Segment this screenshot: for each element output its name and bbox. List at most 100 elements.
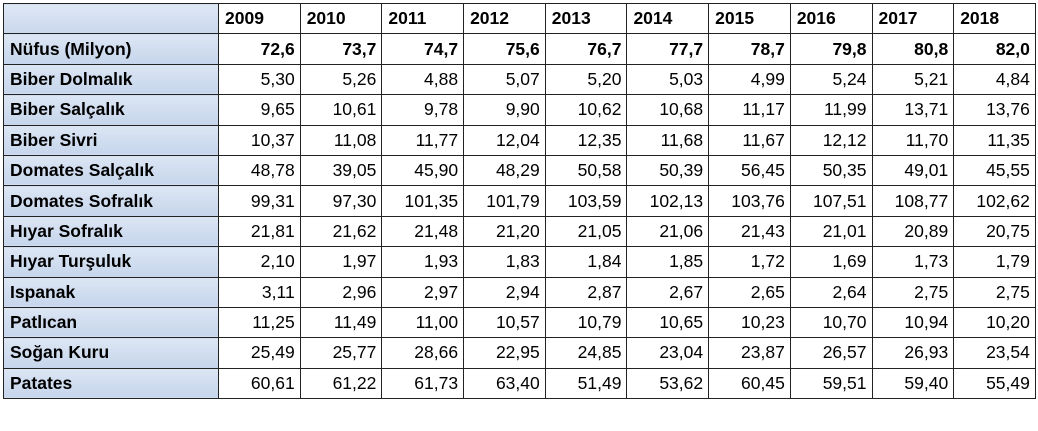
table-cell: 61,22 [299,367,383,400]
table-cell: 10,68 [626,94,710,126]
table-cell: 10,61 [299,94,383,126]
table-cell: 10,70 [789,306,873,339]
table-cell: 50,39 [626,154,710,187]
table-cell: 2,65 [708,276,791,308]
table-cell: 26,93 [871,337,955,369]
row-label: Hıyar Turşuluk [3,246,219,278]
row-label: Domates Salçalık [3,154,219,187]
table-cell: 1,69 [789,246,873,278]
table-cell: 55,49 [953,367,1036,400]
table-row: Ispanak 3,11 2,96 2,97 2,94 2,87 2,67 2,65 2,64 2… [3,276,1036,308]
table-row: Patates 60,61 61,22 61,73 63,40 51,49 53,62 60,… [3,367,1036,400]
table-cell: 1,83 [463,246,546,278]
table-cell: 20,75 [953,215,1036,248]
table-cell: 11,49 [299,306,383,339]
table-cell: 2,10 [218,246,301,278]
table-cell: 77,7 [626,33,710,65]
table-row: Biber Dolmalık 5,30 5,26 4,88 5,07 5,20 5,03 4,… [3,63,1036,96]
column-header-year: 2015 [708,2,791,35]
table-row: Domates Sofralık 99,31 97,30 101,35 101,79 10… [3,185,1036,217]
column-header-year: 2010 [299,2,383,35]
table-cell: 97,30 [299,185,383,217]
table-cell: 1,73 [871,246,955,278]
table-row: Soğan Kuru 25,49 25,77 28,66 22,95 24,85 23,04… [3,337,1036,369]
table-cell: 53,62 [626,367,710,400]
table-cell: 51,49 [544,367,628,400]
table-cell: 80,8 [871,33,955,65]
table-cell: 2,75 [871,276,955,308]
table-cell: 10,79 [544,306,628,339]
row-label: Soğan Kuru [3,337,219,369]
table-row: Biber Sivri 10,37 11,08 11,77 12,04 12,35 11,6… [3,124,1036,156]
table-cell: 11,77 [381,124,465,156]
row-label: Nüfus (Milyon) [3,33,219,65]
table-cell: 20,89 [871,215,955,248]
table-cell: 11,00 [381,306,465,339]
table-cell: 10,37 [218,124,301,156]
table-cell: 21,43 [708,215,791,248]
table-cell: 21,20 [463,215,546,248]
row-label: Domates Sofralık [3,185,219,217]
table-cell: 21,48 [381,215,465,248]
column-header-year: 2011 [381,2,465,35]
table-cell: 101,79 [463,185,546,217]
table-cell: 82,0 [953,33,1036,65]
table-cell: 5,26 [299,63,383,96]
table-cell: 11,17 [708,94,791,126]
table-cell: 50,58 [544,154,628,187]
table-cell: 60,61 [218,367,301,400]
table-cell: 21,06 [626,215,710,248]
table-cell: 2,97 [381,276,465,308]
table-cell: 11,67 [708,124,791,156]
table-cell: 21,62 [299,215,383,248]
table-cell: 23,54 [953,337,1036,369]
row-label: Ispanak [3,276,219,308]
column-header-year: 2018 [953,2,1036,35]
table-cell: 4,84 [953,63,1036,96]
table-cell: 45,55 [953,154,1036,187]
table-cell: 73,7 [299,33,383,65]
table-cell: 102,62 [953,185,1036,217]
table-cell: 10,65 [626,306,710,339]
table-cell: 61,73 [381,367,465,400]
table-row: Hıyar Turşuluk 2,10 1,97 1,93 1,83 1,84 1,85 1,… [3,246,1036,278]
row-label: Patlıcan [3,306,219,339]
corner-cell [3,2,219,35]
table-cell: 60,45 [708,367,791,400]
table-cell: 76,7 [544,33,628,65]
table-cell: 5,07 [463,63,546,96]
table-cell: 63,40 [463,367,546,400]
table-cell: 2,87 [544,276,628,308]
table-cell: 9,90 [463,94,546,126]
row-label: Patates [3,367,219,400]
table-cell: 48,29 [463,154,546,187]
table-cell: 10,20 [953,306,1036,339]
table-cell: 21,05 [544,215,628,248]
table-cell: 11,70 [871,124,955,156]
table-cell: 72,6 [218,33,301,65]
row-label: Biber Dolmalık [3,63,219,96]
table-cell: 107,51 [789,185,873,217]
table-cell: 5,03 [626,63,710,96]
table-cell: 50,35 [789,154,873,187]
header-row: 2009 2010 2011 2012 2013 2014 2015 2016 2017 2018 [3,2,1036,35]
table-cell: 2,64 [789,276,873,308]
table-cell: 48,78 [218,154,301,187]
table-cell: 12,04 [463,124,546,156]
table-cell: 11,68 [626,124,710,156]
table-row: Domates Salçalık 48,78 39,05 45,90 48,29 50,5… [3,154,1036,187]
data-table: 2009 2010 2011 2012 2013 2014 2015 2016 2017 2018… [3,2,1036,400]
table-cell: 11,35 [953,124,1036,156]
table-cell: 103,59 [544,185,628,217]
table-cell: 1,84 [544,246,628,278]
row-label: Biber Sivri [3,124,219,156]
table-cell: 75,6 [463,33,546,65]
table-cell: 59,40 [871,367,955,400]
table-cell: 49,01 [871,154,955,187]
table-cell: 25,77 [299,337,383,369]
table-cell: 102,13 [626,185,710,217]
table-cell: 10,62 [544,94,628,126]
table-cell: 10,23 [708,306,791,339]
column-header-year: 2009 [218,2,301,35]
table-cell: 2,67 [626,276,710,308]
